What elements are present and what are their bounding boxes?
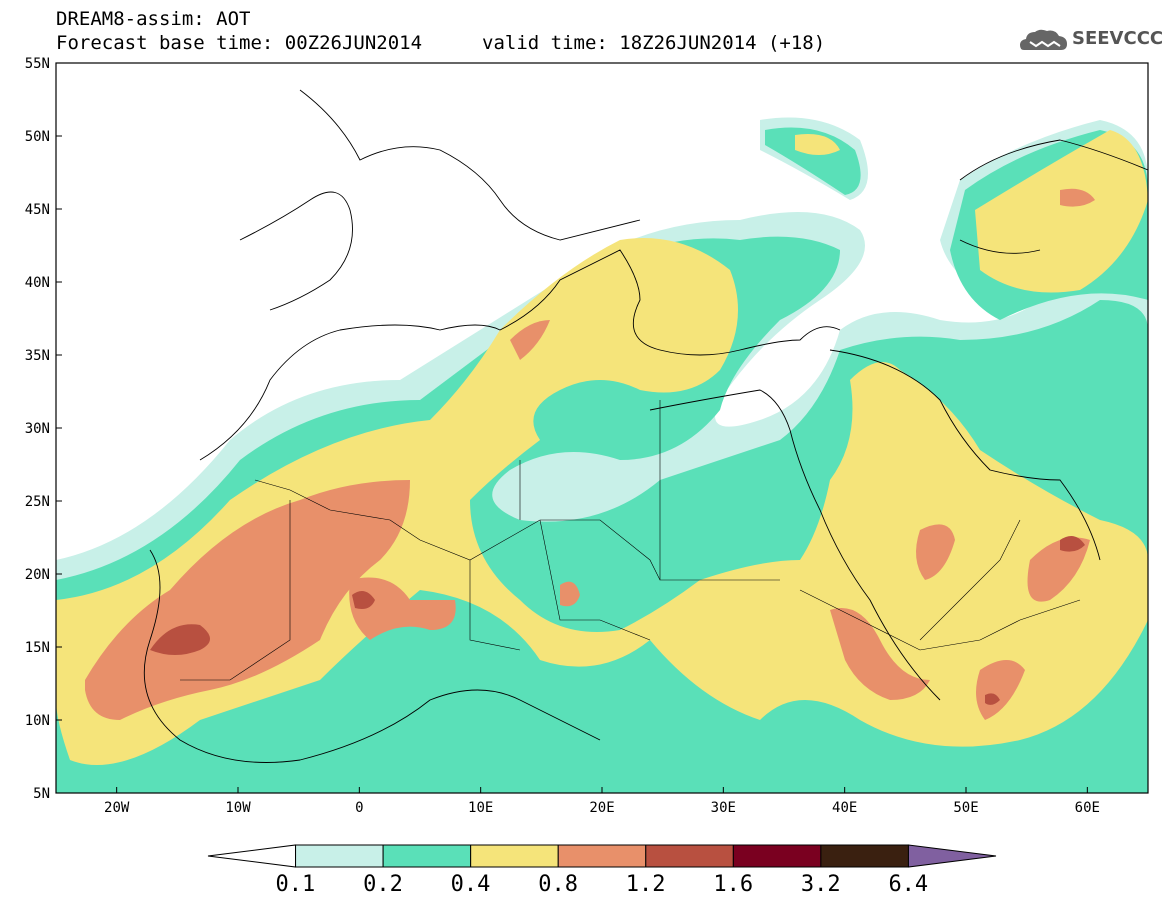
colorbar-label: 1.2	[625, 872, 666, 897]
aot-contour-0-8	[85, 188, 1095, 720]
aot-contour-1-2	[150, 536, 1085, 705]
axis-ticks	[56, 62, 1088, 794]
lon-label: 60E	[1075, 800, 1100, 816]
colorbar-swatch	[820, 844, 909, 868]
longitude-labels: 20W 10W 0 10E 20E 30E 40E 50E 60E	[104, 800, 1100, 816]
lat-label: 30N	[25, 421, 50, 437]
country-borders	[180, 400, 1081, 681]
cloud-icon	[1020, 29, 1067, 50]
latitude-labels: 55N 50N 45N 40N 35N 30N 25N 20N 15N 10N 5N	[25, 56, 50, 802]
colorbar-swatch	[382, 844, 472, 868]
lat-label: 5N	[33, 786, 50, 802]
colorbar-label: 3.2	[800, 872, 841, 897]
colorbar-label: 0.4	[450, 872, 491, 897]
lat-label: 40N	[25, 275, 50, 291]
colorbar	[207, 844, 997, 868]
logo-text: SEEVCCC	[1072, 28, 1164, 49]
lat-label: 10N	[25, 713, 50, 729]
colorbar-swatch	[295, 844, 384, 868]
lat-label: 15N	[25, 640, 50, 656]
valid-time: valid time: 18Z26JUN2014 (+18)	[482, 32, 826, 54]
lon-label: 40E	[832, 800, 857, 816]
colorbar-label: 1.6	[713, 872, 754, 897]
colorbar-swatch	[470, 844, 559, 868]
colorbar-swatch	[907, 844, 997, 868]
colorbar-label: 6.4	[888, 872, 929, 897]
lon-label: 10E	[468, 800, 493, 816]
colorbar-label: 0.1	[275, 872, 316, 897]
lat-label: 25N	[25, 494, 50, 510]
lon-label: 50E	[953, 800, 978, 816]
lon-label: 0	[355, 800, 363, 816]
lat-label: 50N	[25, 129, 50, 145]
colorbar-swatch	[732, 844, 822, 868]
lat-label: 20N	[25, 567, 50, 583]
forecast-base-time: Forecast base time: 00Z26JUN2014	[56, 32, 423, 54]
lon-label: 20E	[589, 800, 614, 816]
lat-label: 35N	[25, 348, 50, 364]
lat-label: 55N	[25, 56, 50, 72]
lon-label: 20W	[104, 800, 130, 816]
lon-label: 10W	[225, 800, 251, 816]
colorbar-label: 0.2	[363, 872, 403, 897]
colorbar-swatch	[207, 844, 297, 868]
colorbar-swatch	[557, 844, 647, 868]
lat-label: 45N	[25, 202, 50, 218]
coastlines	[143, 89, 1148, 763]
lon-label: 30E	[711, 800, 736, 816]
colorbar-swatch	[645, 844, 734, 868]
map-title: DREAM8-assim: AOT	[56, 8, 251, 30]
colorbar-label: 0.8	[538, 872, 578, 897]
